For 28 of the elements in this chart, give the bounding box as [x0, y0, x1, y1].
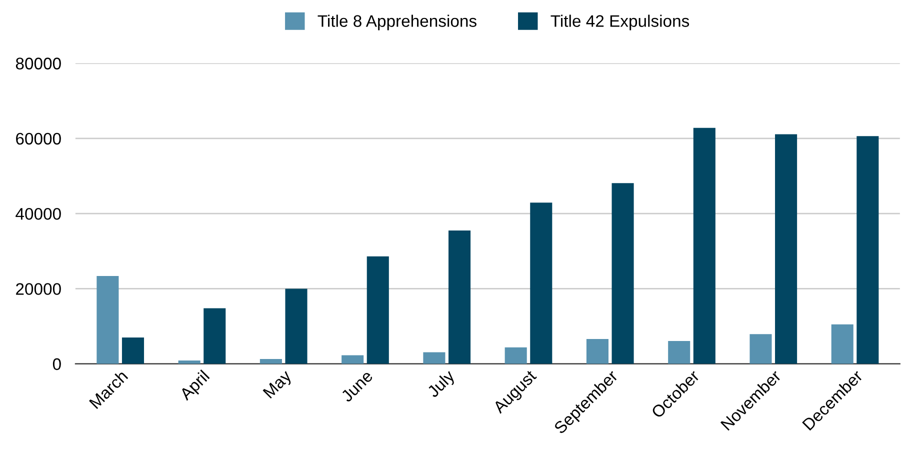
bar: [693, 128, 716, 364]
bar: [586, 339, 608, 364]
bar: [856, 136, 879, 364]
y-tick-label: 40000: [16, 208, 61, 220]
y-tick-label: 0: [52, 358, 61, 370]
bar: [448, 230, 471, 364]
bar: [775, 134, 798, 364]
bar: [504, 347, 527, 364]
y-tick-label: 60000: [16, 132, 61, 145]
legend-label: Title 42 Expulsions: [550, 14, 690, 30]
bar: [122, 338, 144, 364]
bar: [612, 183, 634, 364]
bar: [96, 276, 119, 364]
bar: [423, 352, 446, 364]
bar: [342, 355, 364, 364]
y-tick-label: 80000: [16, 58, 61, 70]
x-tick-label: May: [262, 369, 295, 402]
legend-label: Title 8 Apprehensions: [318, 14, 476, 30]
y-tick-label: 20000: [16, 283, 61, 295]
bar: [831, 324, 854, 364]
bar: [530, 202, 552, 364]
x-tick-label: July: [426, 368, 458, 400]
bar: [204, 308, 226, 364]
bar: [668, 340, 690, 364]
bar: [285, 288, 308, 364]
bar: [750, 334, 772, 364]
bar: [260, 358, 282, 364]
bar: [366, 256, 389, 364]
